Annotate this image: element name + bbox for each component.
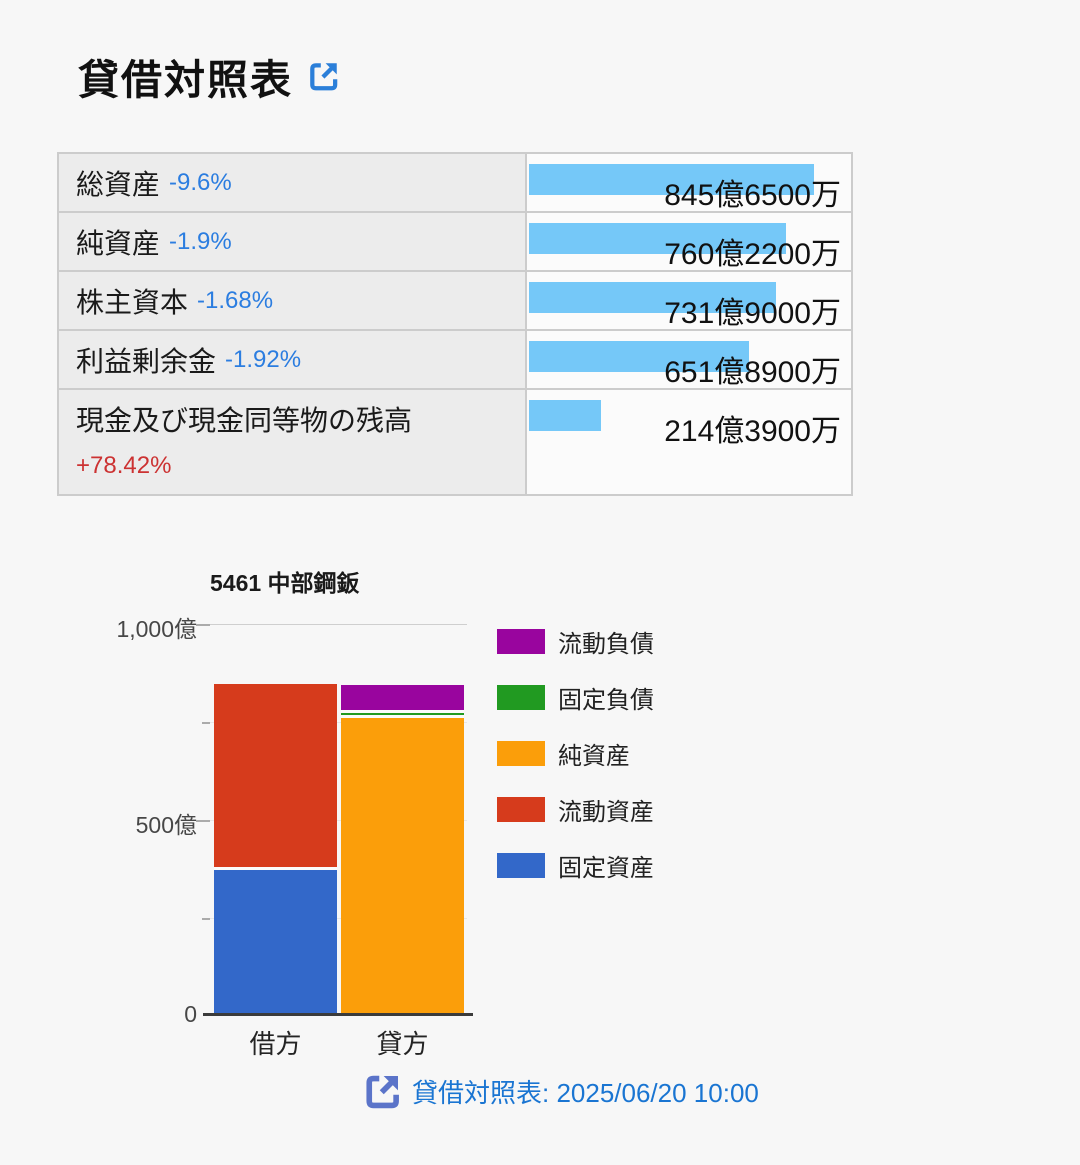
table-row: 純資産 -1.9% 760億2200万: [59, 213, 851, 272]
bar-segment-流動負債: [341, 684, 464, 714]
metric-change-pct: +78.42%: [76, 452, 172, 479]
y-axis-tick: [196, 624, 210, 626]
legend-swatch: [497, 741, 545, 766]
table-row: 利益剰余金 -1.92% 651億8900万: [59, 331, 851, 390]
metric-value-cell: 845億6500万: [527, 154, 851, 212]
metric-label-cell: 株主資本 -1.68%: [59, 272, 527, 329]
footer-source-link[interactable]: 貸借対照表: 2025/06/20 10:00: [363, 1071, 759, 1111]
y-axis-tick-label: 1,000億: [116, 616, 197, 642]
metric-label-cell: 利益剰余金 -1.92%: [59, 331, 527, 388]
x-axis-category-label: 貸方: [376, 1029, 429, 1059]
balance-sheet-table: 総資産 -9.6% 845億6500万 純資産 -1.9% 760億2200万 …: [57, 152, 853, 496]
gridline: [210, 918, 467, 919]
metric-label-cell: 総資産 -9.6%: [59, 154, 527, 211]
y-axis-tick: [202, 722, 210, 724]
legend-item: 純資産: [497, 736, 654, 771]
legend-item: 流動負債: [497, 624, 654, 659]
metric-value-cell: 760億2200万: [527, 213, 851, 271]
value-bar: [529, 400, 602, 431]
bar-segment-固定資産: [214, 869, 337, 1016]
value-bar: [529, 282, 777, 313]
legend-item: 固定負債: [497, 680, 654, 715]
table-row: 現金及び現金同等物の残高 +78.42% 214億3900万: [59, 390, 851, 494]
metric-value: 214億3900万: [664, 415, 841, 448]
gridline: [210, 722, 467, 723]
table-row: 株主資本 -1.68% 731億9000万: [59, 272, 851, 331]
legend-swatch: [497, 685, 545, 710]
metric-name: 現金及び現金同等物の残高: [76, 405, 413, 436]
legend-label: 純資産: [558, 743, 630, 770]
legend-label: 固定資産: [558, 855, 654, 882]
chart-title: 5461 中部鋼鈑: [210, 570, 360, 596]
chart-plot-area: [196, 624, 467, 1016]
gridline: [210, 624, 467, 625]
y-axis-tick: [196, 820, 210, 822]
metric-value: 731億9000万: [664, 297, 841, 330]
metric-name: 総資産: [76, 168, 161, 200]
y-axis-tick-label: 0: [184, 1001, 197, 1027]
metric-label-cell: 純資産 -1.9%: [59, 213, 527, 270]
metric-change-pct: -1.92%: [225, 345, 302, 373]
table-row: 総資産 -9.6% 845億6500万: [59, 154, 851, 213]
value-bar: [529, 341, 749, 372]
metric-value-cell: 214億3900万: [527, 390, 851, 494]
metric-change-pct: -1.68%: [197, 286, 274, 314]
metric-value: 760億2200万: [664, 238, 841, 271]
legend-swatch: [497, 797, 545, 822]
legend-label: 流動資産: [558, 799, 654, 826]
metric-change-pct: -1.9%: [169, 227, 232, 255]
value-bar: [529, 164, 815, 195]
chart-legend: 流動負債 固定負債 純資産 流動資産 固定資産: [497, 624, 654, 904]
y-axis-tick: [202, 918, 210, 920]
external-link-icon[interactable]: [307, 59, 341, 93]
bar-segment-流動資産: [214, 684, 337, 870]
metric-value-cell: 731億9000万: [527, 272, 851, 330]
metric-label-cell: 現金及び現金同等物の残高 +78.42%: [59, 390, 527, 494]
footer-link-label: 貸借対照表: 2025/06/20 10:00: [412, 1077, 759, 1108]
stacked-bar: [214, 684, 337, 1016]
y-axis-tick-label: 500億: [135, 812, 197, 838]
external-link-icon: [366, 1075, 399, 1109]
bar-segment-純資産: [341, 718, 464, 1016]
x-axis-category-label: 借方: [249, 1029, 302, 1059]
legend-label: 固定負債: [558, 687, 654, 714]
bar-segment-固定負債: [341, 713, 464, 719]
metric-name: 株主資本: [76, 286, 189, 318]
metric-value: 845億6500万: [664, 179, 841, 212]
stacked-bar: [341, 684, 464, 1016]
legend-label: 流動負債: [558, 631, 654, 658]
page-title: 貸借対照表: [78, 57, 293, 103]
legend-swatch: [497, 629, 545, 654]
legend-item: 固定資産: [497, 848, 654, 883]
gridline: [210, 820, 467, 821]
metric-change-pct: -9.6%: [169, 168, 232, 196]
x-axis-line: [203, 1013, 473, 1016]
legend-swatch: [497, 853, 545, 878]
header: 貸借対照表: [78, 46, 341, 106]
metric-name: 純資産: [76, 227, 161, 259]
metric-name: 利益剰余金: [76, 345, 217, 377]
legend-item: 流動資産: [497, 792, 654, 827]
value-bar: [529, 223, 786, 254]
metric-value: 651億8900万: [664, 356, 841, 389]
metric-value-cell: 651億8900万: [527, 331, 851, 389]
